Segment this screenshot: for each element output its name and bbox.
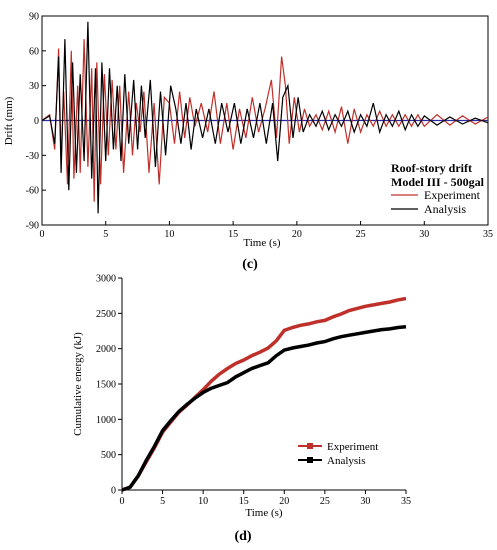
- energy-x-tick-label: 10: [198, 496, 208, 507]
- energy-legend-experiment-marker: [307, 443, 313, 449]
- energy-x-tick-label: 20: [279, 496, 289, 507]
- energy-legend-analysis-marker: [307, 457, 313, 463]
- drift-x-axis: 0 5 10 15 20 25 30 35: [40, 221, 493, 240]
- energy-y-tick-label: 500: [101, 450, 116, 461]
- drift-y-tick-label: 30: [29, 81, 39, 92]
- drift-y-tick-label: 90: [29, 12, 39, 23]
- drift-chart: -90 -60 -30 0 30 60 90 0 5 10 15 20 25 30 35 Drift (m…: [3, 12, 493, 273]
- energy-x-tick-label: 5: [160, 496, 165, 507]
- drift-y-tick-label: 0: [34, 116, 39, 127]
- energy-y-tick-label: 1000: [96, 415, 116, 426]
- energy-legend: Experiment Analysis: [298, 441, 378, 467]
- drift-y-tick-label: 60: [29, 46, 39, 57]
- drift-y-tick-label: -60: [26, 186, 39, 197]
- energy-y-axis-label: Cumulative energy (kJ): [72, 332, 84, 436]
- energy-x-axis-label: Time (s): [245, 507, 283, 519]
- drift-y-tick-label: -30: [26, 151, 39, 162]
- energy-x-axis: 0 5 10 15 20 25 30 35: [120, 490, 411, 507]
- drift-x-tick-label: 15: [228, 229, 238, 240]
- energy-y-tick-label: 2000: [96, 344, 116, 355]
- energy-x-tick-label: 25: [320, 496, 330, 507]
- drift-legend-experiment: Experiment: [424, 188, 481, 202]
- drift-x-tick-label: 30: [419, 229, 429, 240]
- drift-x-axis-label: Time (s): [243, 237, 281, 249]
- energy-x-tick-label: 35: [401, 496, 411, 507]
- energy-y-axis: 0 500 1000 1500 2000 2500 3000: [96, 274, 122, 497]
- drift-experiment-line: [41, 39, 489, 202]
- drift-title-line-1: Roof-story drift: [391, 161, 472, 175]
- drift-y-axis-label: Drift (mm): [3, 96, 15, 145]
- drift-legend-analysis: Analysis: [424, 202, 466, 216]
- energy-x-tick-label: 15: [239, 496, 249, 507]
- drift-analysis-line: [41, 21, 489, 214]
- energy-x-tick-label: 0: [120, 496, 125, 507]
- energy-legend-analysis: Analysis: [327, 455, 366, 467]
- drift-x-tick-label: 20: [292, 229, 302, 240]
- drift-x-tick-label: 10: [164, 229, 174, 240]
- energy-y-tick-label: 3000: [96, 274, 116, 285]
- drift-legend: Experiment Analysis: [391, 188, 481, 216]
- energy-y-tick-label: 2500: [96, 309, 116, 320]
- energy-x-tick-label: 30: [360, 496, 370, 507]
- drift-panel-label: (c): [242, 257, 258, 272]
- drift-x-tick-label: 25: [356, 229, 366, 240]
- drift-x-tick-label: 0: [40, 229, 45, 240]
- energy-y-tick-label: 0: [111, 486, 116, 497]
- drift-x-tick-label: 35: [483, 229, 493, 240]
- energy-panel-label: (d): [234, 529, 251, 544]
- drift-title-line-2: Model III - 500gal: [391, 175, 485, 189]
- drift-x-tick-label: 5: [103, 229, 108, 240]
- energy-y-tick-label: 1500: [96, 380, 116, 391]
- energy-analysis-line: [121, 325, 407, 492]
- drift-y-tick-label: -90: [26, 221, 39, 232]
- drift-y-axis: -90 -60 -30 0 30 60 90: [26, 12, 46, 232]
- energy-legend-experiment: Experiment: [327, 441, 378, 453]
